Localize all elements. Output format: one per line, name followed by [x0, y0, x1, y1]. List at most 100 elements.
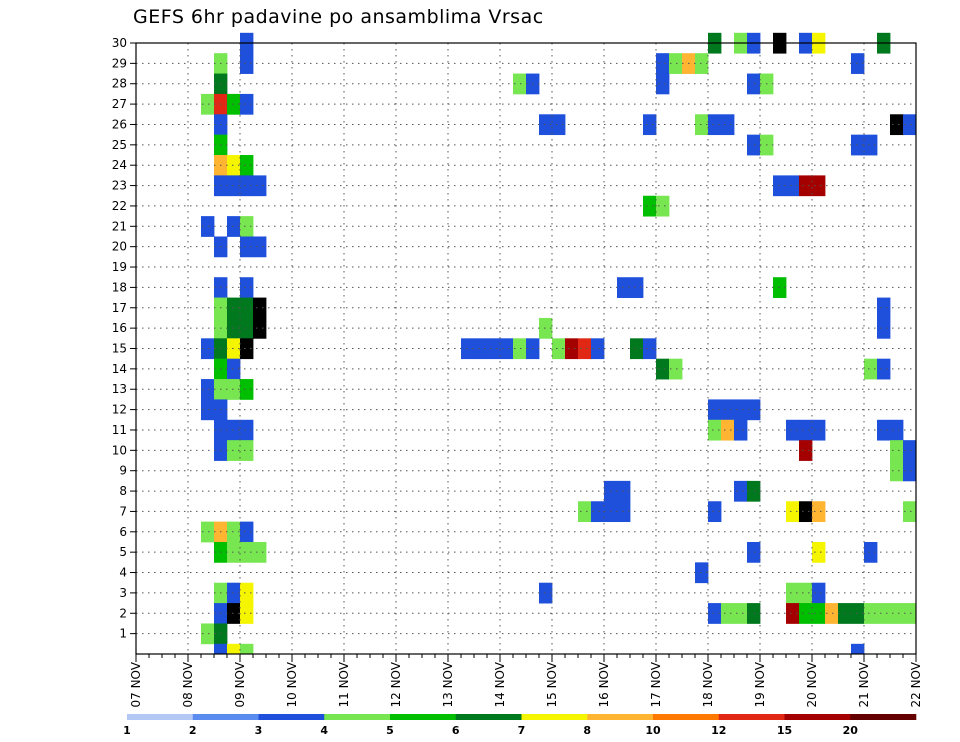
heatmap-cell	[240, 521, 254, 543]
heatmap-cell	[617, 277, 631, 298]
heatmap-cell	[734, 480, 748, 502]
x-tick-label: 10 NOV	[285, 661, 299, 707]
x-tick-label: 09 NOV	[233, 661, 247, 707]
heatmap-cell	[864, 134, 878, 156]
colorbar-label: 10	[645, 724, 661, 737]
heatmap-cell	[864, 541, 878, 563]
y-axis: 1234567891011121314151617181920212223242…	[112, 36, 136, 641]
heatmap-cell	[552, 114, 566, 136]
heatmap-cell	[734, 419, 748, 441]
colorbar-label: 20	[843, 724, 859, 737]
heatmap-cell	[721, 114, 735, 136]
heatmap-cell	[240, 338, 254, 360]
y-tick-label: 9	[119, 464, 127, 478]
x-tick-label: 14 NOV	[493, 661, 507, 707]
heatmap-cell	[201, 399, 215, 421]
heatmap-cell	[773, 277, 787, 298]
y-tick-label: 16	[112, 321, 127, 335]
y-tick-label: 4	[119, 566, 127, 580]
heatmap-cell	[227, 440, 241, 461]
heatmap-cell	[201, 521, 215, 543]
heatmap-cell	[500, 338, 514, 360]
grid-lines	[136, 43, 916, 654]
heatmap-cell	[812, 501, 826, 523]
x-tick-label: 15 NOV	[545, 661, 559, 707]
heatmap-cell	[812, 175, 826, 197]
heatmap-cell	[240, 603, 254, 624]
heatmap-cell	[253, 317, 267, 339]
heatmap-cell	[812, 582, 826, 604]
heatmap-cell	[786, 501, 800, 523]
heatmap-cell	[617, 501, 631, 523]
heatmap-cell	[851, 643, 865, 654]
y-tick-label: 2	[119, 606, 127, 620]
y-tick-label: 8	[119, 484, 127, 498]
heatmap-cell	[240, 643, 254, 654]
heatmap-cell	[799, 501, 813, 523]
heatmap-cell	[877, 419, 891, 441]
y-tick-label: 19	[112, 260, 127, 274]
heatmap-cell	[227, 297, 241, 319]
y-tick-label: 5	[119, 545, 127, 559]
heatmap-cell	[253, 541, 267, 563]
heatmap-cell	[877, 317, 891, 339]
x-tick-label: 18 NOV	[701, 661, 715, 707]
x-tick-label: 08 NOV	[181, 661, 195, 707]
y-tick-label: 18	[112, 280, 127, 294]
heatmap-cell	[227, 338, 241, 360]
heatmap-cell	[240, 541, 254, 563]
heatmap-cell	[539, 114, 553, 136]
heatmap-cell	[201, 216, 215, 237]
heatmap-cell	[643, 114, 657, 136]
heatmap-cell	[656, 358, 670, 380]
heatmap-cell	[890, 460, 904, 482]
heatmap-cell	[721, 419, 735, 441]
heatmap-cell	[695, 114, 709, 136]
colorbar-label: 7	[518, 724, 526, 737]
heatmap-cell	[903, 460, 917, 482]
colorbar-label: 1	[123, 724, 131, 737]
colorbar-segment	[653, 714, 720, 720]
y-tick-label: 21	[112, 219, 127, 233]
heatmap-cell	[591, 501, 605, 523]
x-tick-label: 16 NOV	[597, 661, 611, 707]
heatmap-cell	[578, 338, 592, 360]
heatmap-cell	[708, 114, 722, 136]
heatmap-cell	[734, 399, 748, 421]
y-tick-label: 20	[112, 240, 127, 254]
colorbar-label: 2	[189, 724, 197, 737]
heatmap-cell	[721, 603, 735, 624]
heatmap-cell	[786, 175, 800, 197]
heatmap-cell	[201, 623, 215, 645]
y-tick-label: 22	[112, 199, 127, 213]
heatmap-cell	[799, 419, 813, 441]
colorbar-label: 12	[711, 724, 726, 737]
heatmap-cell	[708, 603, 722, 624]
heatmap-cell	[539, 582, 553, 604]
heatmap-cell	[227, 175, 241, 197]
heatmap-cell	[552, 338, 566, 360]
heatmap-cell	[890, 114, 904, 136]
heatmap-cell	[214, 643, 228, 654]
heatmap-cell	[656, 195, 670, 217]
colorbar-segment	[850, 714, 917, 720]
heatmap-cell	[903, 440, 917, 461]
heatmap-cell	[721, 399, 735, 421]
heatmap-cell	[890, 419, 904, 441]
heatmap-cell	[578, 501, 592, 523]
y-tick-label: 11	[112, 423, 127, 437]
heatmap-cell	[903, 603, 917, 624]
heatmap-cell	[695, 562, 709, 584]
heatmap-cell	[864, 603, 878, 624]
heatmap-cell	[630, 277, 644, 298]
y-tick-label: 14	[112, 362, 127, 376]
heatmap-cell	[253, 175, 267, 197]
heatmap-cell	[201, 379, 215, 400]
heatmap-cell	[461, 338, 475, 360]
heatmap-cell	[773, 175, 787, 197]
heatmap-cell	[591, 338, 605, 360]
heatmap-cell	[734, 603, 748, 624]
heatmap-cell	[799, 440, 813, 461]
colorbar-segment	[324, 714, 391, 720]
heatmap-cell	[227, 582, 241, 604]
